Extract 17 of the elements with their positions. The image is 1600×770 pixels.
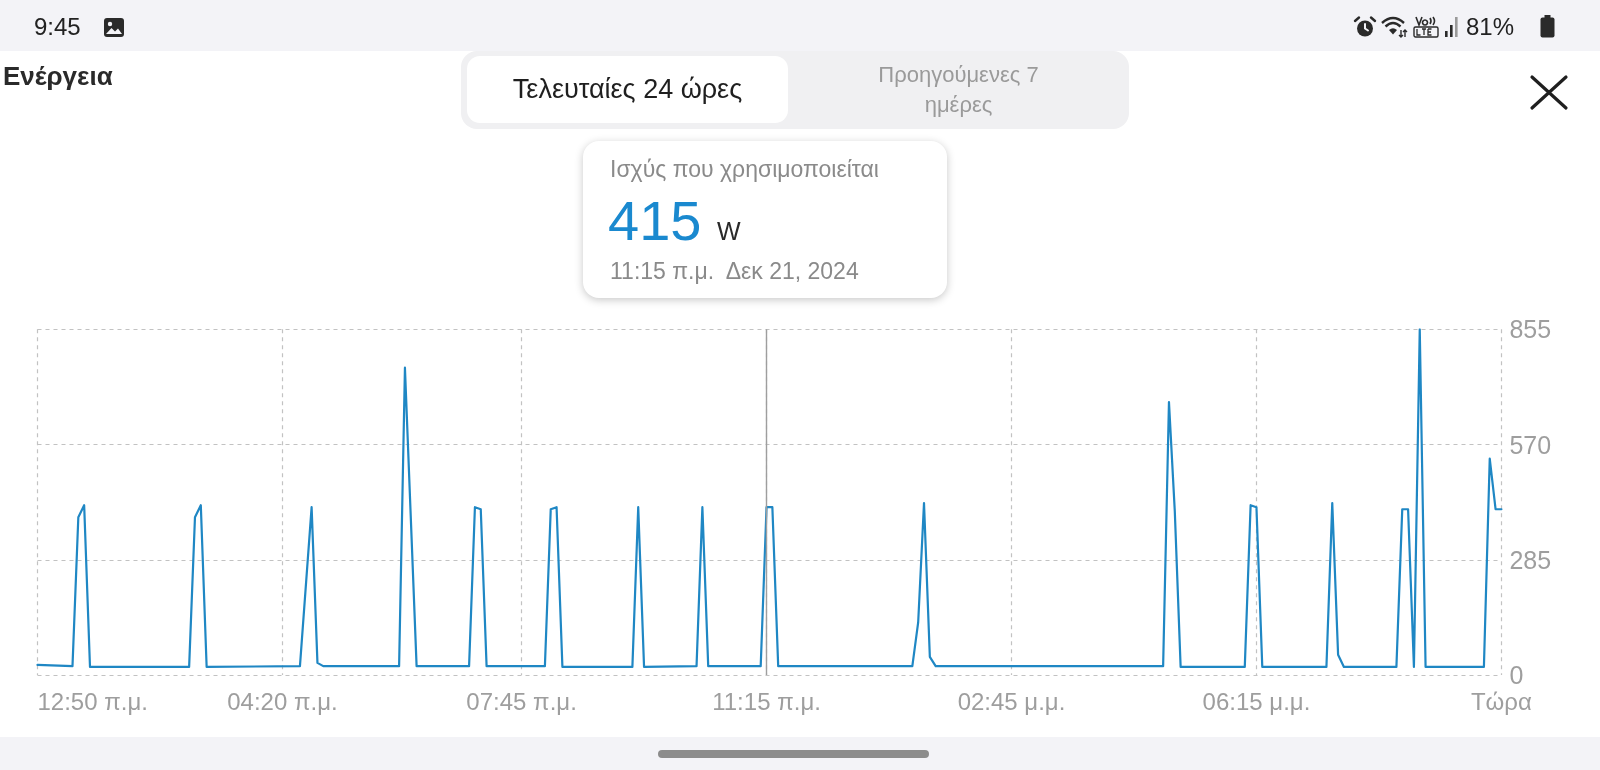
y-tick-label: 285 — [1509, 545, 1552, 574]
x-tick-label: 12:50 π.μ. — [37, 687, 148, 715]
text: Προηγούμενες 7 ημέρες — [877, 60, 1040, 119]
x-tick-label: 02:45 μ.μ. — [957, 687, 1066, 715]
text: 81% — [1466, 13, 1515, 41]
y-tick-label: 0 — [1509, 661, 1524, 689]
x-tick-label: 07:45 π.μ. — [466, 687, 577, 715]
text: Τελευταίες 24 ώρες — [512, 74, 743, 105]
tooltip-card: Ισχύς που χρησιμοποιείται 415 W 11:15 π.μ. Δεκ 21, 2024 — [583, 141, 947, 298]
chart-title: Ενέργεια — [3, 60, 113, 92]
x-tick-label: 04:20 π.μ. — [227, 687, 338, 715]
x-tick-label: 11:15 π.μ. — [712, 687, 821, 715]
y-tick-label: 855 — [1509, 315, 1552, 344]
y-tick-label: 570 — [1509, 430, 1552, 459]
x-tick-label: Τώρα — [1470, 687, 1532, 715]
text: 9:45 — [34, 13, 81, 41]
x-tick-label: 06:15 μ.μ. — [1202, 687, 1311, 715]
